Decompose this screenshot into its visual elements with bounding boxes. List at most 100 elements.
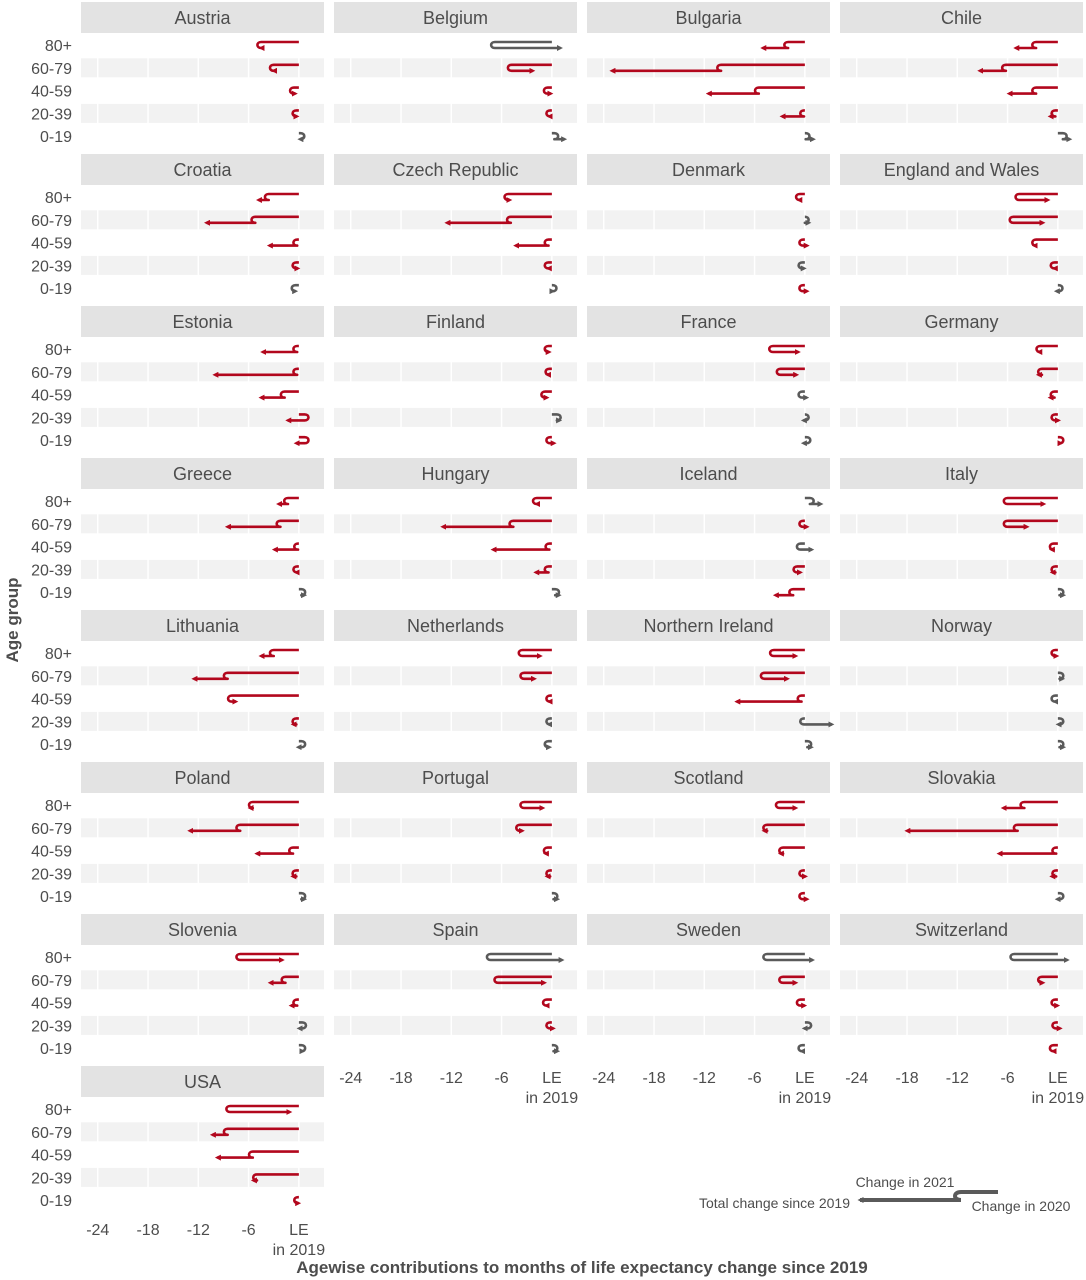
facet-strip — [840, 154, 1083, 185]
facet-title: Bulgaria — [675, 8, 742, 28]
arrow-80+ — [485, 952, 565, 963]
facet-northern-ireland: Northern Ireland — [587, 610, 835, 757]
y-tick-label: 80+ — [45, 494, 72, 511]
x-tick-label: -24 — [86, 1222, 109, 1239]
arrow-60-79 — [506, 63, 552, 74]
arrow-0-19 — [298, 1043, 307, 1055]
facet-strip — [81, 154, 324, 185]
age-band — [81, 863, 324, 883]
x-tick-label: -12 — [693, 1070, 716, 1087]
facet-title: Northern Ireland — [643, 616, 773, 636]
facet-england-and-wales: England and Wales — [840, 154, 1083, 301]
age-band — [81, 666, 324, 686]
facet-strip — [334, 306, 577, 337]
arrow-40-59 — [266, 238, 299, 249]
x-tick-sublabel: in 2019 — [779, 1090, 832, 1107]
arrow-80+ — [503, 192, 552, 203]
arrow-40-59 — [541, 998, 552, 1009]
facet-title: Slovenia — [168, 920, 238, 940]
age-band — [334, 103, 577, 123]
arrow-20-39 — [1049, 869, 1058, 880]
arrow-20-39 — [798, 869, 809, 880]
facet-strip — [840, 458, 1083, 489]
y-tick-label: 60-79 — [31, 669, 72, 686]
x-tick-sublabel: in 2019 — [273, 1242, 326, 1259]
arrow-60-79 — [904, 823, 1058, 834]
x-tick-label: -12 — [187, 1222, 210, 1239]
age-band — [840, 514, 1083, 534]
y-tick-label: 20-39 — [31, 866, 72, 883]
facet-sweden: Sweden — [587, 914, 830, 1061]
arrow-40-59 — [490, 542, 552, 553]
arrow-20-39 — [291, 109, 300, 120]
facet-strip — [334, 610, 577, 641]
age-band — [587, 818, 830, 838]
y-tick-label: 80+ — [45, 646, 72, 663]
facet-title: Portugal — [422, 768, 489, 788]
arrow-20-39 — [779, 109, 806, 120]
arrow-60-79 — [440, 519, 552, 530]
y-tick-label: 60-79 — [31, 61, 72, 78]
y-tick-label: 0-19 — [40, 1041, 72, 1058]
y-tick-label: 20-39 — [31, 410, 72, 427]
y-tick-label: 60-79 — [31, 517, 72, 534]
facet-lithuania: Lithuania — [81, 610, 324, 757]
arrow-0-19 — [551, 587, 562, 599]
arrow-80+ — [774, 800, 805, 811]
facet-strip — [587, 914, 830, 945]
arrow-0-19 — [545, 435, 557, 447]
arrow-40-59 — [996, 846, 1058, 857]
y-tick-label: 0-19 — [40, 1193, 72, 1210]
arrow-60-79 — [224, 519, 299, 530]
y-tick-label: 40-59 — [31, 236, 72, 253]
arrow-20-39 — [250, 1173, 299, 1184]
arrow-20-39 — [545, 109, 553, 120]
age-band — [334, 1015, 577, 1035]
arrow-80+ — [1013, 40, 1058, 51]
y-tick-label: 20-39 — [31, 562, 72, 579]
age-band — [334, 863, 577, 883]
facet-strip — [587, 762, 830, 793]
age-band — [81, 514, 324, 534]
arrow-40-59 — [705, 86, 805, 97]
facet-estonia: Estonia — [81, 306, 324, 453]
arrow-0-19 — [295, 739, 307, 751]
y-tick-label: 20-39 — [31, 258, 72, 275]
x-tick-label: LE — [542, 1070, 562, 1087]
facet-greece: Greece — [81, 458, 324, 605]
age-band — [840, 58, 1083, 78]
facet-strip — [81, 2, 324, 33]
arrow-60-79 — [798, 519, 810, 530]
age-band — [587, 103, 830, 123]
arrow-40-59 — [540, 390, 552, 401]
facet-title: Denmark — [672, 160, 746, 180]
arrow-0-19 — [293, 1195, 302, 1207]
age-band — [334, 255, 577, 275]
facet-title: Finland — [426, 312, 485, 332]
facet-strip — [81, 762, 324, 793]
arrow-0-19 — [1057, 587, 1067, 599]
arrow-80+ — [531, 496, 552, 507]
x-tick-label: LE — [795, 1070, 815, 1087]
arrow-20-39 — [1049, 565, 1058, 576]
arrow-20-39 — [544, 869, 552, 880]
age-band — [81, 711, 324, 731]
arrow-60-79 — [191, 671, 299, 682]
age-band — [840, 407, 1083, 427]
facet-strip — [587, 306, 830, 337]
y-tick-label: 0-19 — [40, 281, 72, 298]
arrow-40-59 — [1047, 390, 1058, 401]
facet-title: Belgium — [423, 8, 488, 28]
facet-switzerland: Switzerland — [840, 914, 1083, 1061]
arrow-80+ — [489, 40, 563, 51]
legend: Change in 2021 Change in 2020 Total chan… — [699, 1174, 1071, 1214]
y-tick-label: 40-59 — [31, 996, 72, 1013]
legend-total-change: Total change since 2019 — [699, 1195, 850, 1211]
x-tick-label: -12 — [440, 1070, 463, 1087]
arrow-60-79 — [761, 823, 805, 834]
arrow-40-59 — [542, 846, 552, 857]
y-tick-label: 80+ — [45, 38, 72, 55]
facet-bulgaria: Bulgaria — [587, 2, 830, 149]
facet-title: France — [680, 312, 736, 332]
